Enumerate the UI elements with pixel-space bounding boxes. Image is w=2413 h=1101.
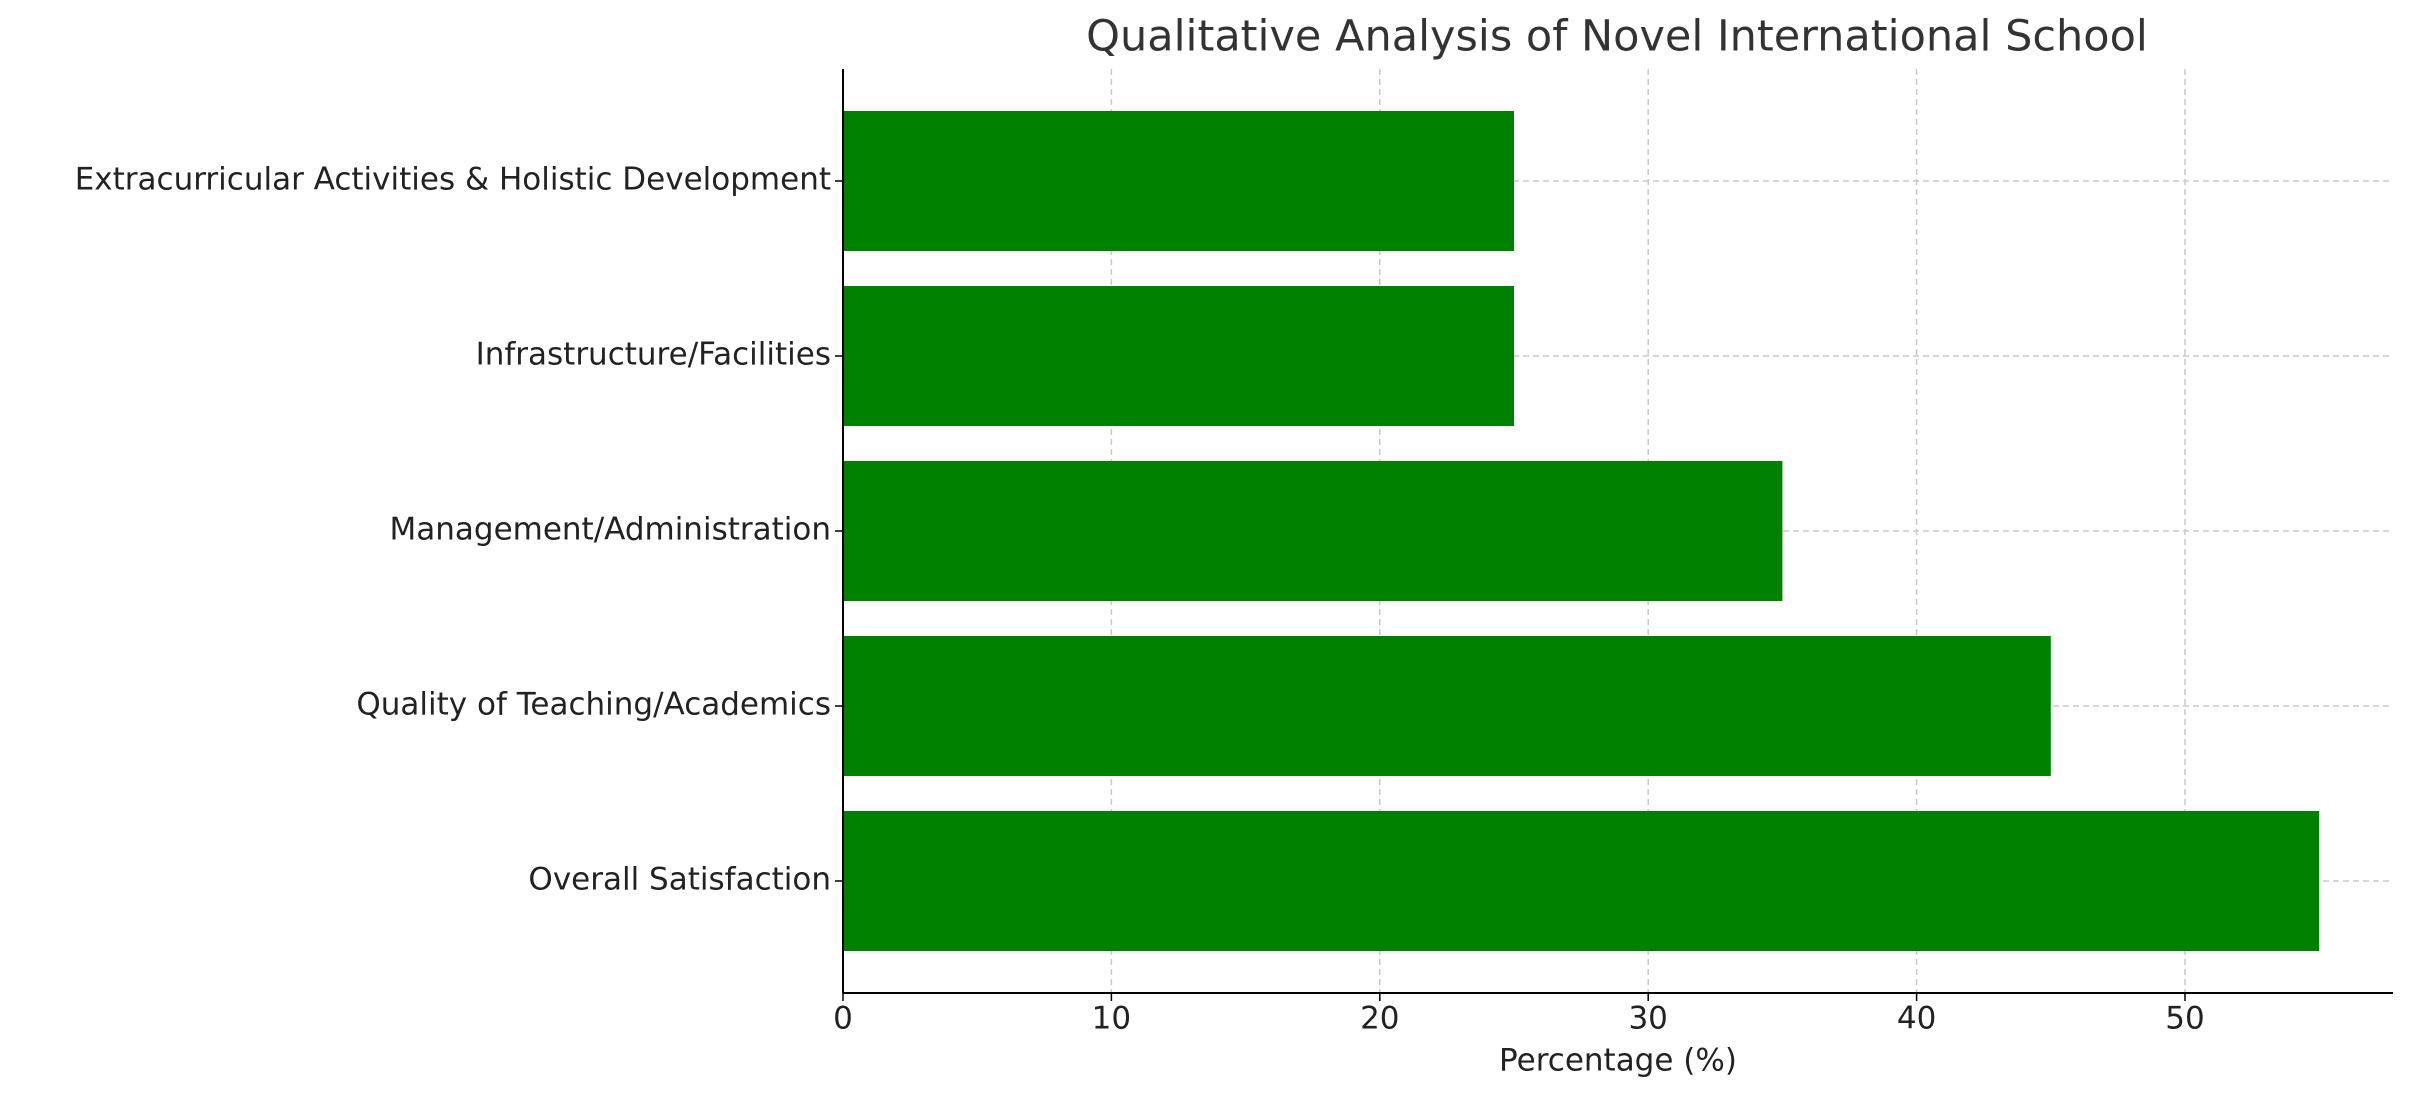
x-tick-label: 30 — [1628, 1001, 1667, 1037]
y-tick-label: Extracurricular Activities & Holistic De… — [75, 162, 831, 198]
y-tick-label: Quality of Teaching/Academics — [356, 687, 831, 723]
bar — [843, 461, 1783, 601]
bar — [843, 636, 2051, 776]
bar — [843, 286, 1514, 426]
y-tick-label: Infrastructure/Facilities — [476, 337, 831, 373]
x-tick-label: 40 — [1897, 1001, 1936, 1037]
y-tick-label: Overall Satisfaction — [528, 862, 831, 898]
y-tick-label: Management/Administration — [390, 512, 832, 548]
bar — [843, 111, 1514, 251]
x-tick-label: 10 — [1092, 1001, 1131, 1037]
x-tick-label: 0 — [833, 1001, 853, 1037]
chart-title: Qualitative Analysis of Novel Internatio… — [1086, 12, 2148, 62]
x-axis-label: Percentage (%) — [1499, 1043, 1737, 1079]
bar — [843, 811, 2320, 951]
x-tick-label: 50 — [2165, 1001, 2204, 1037]
x-tick-label: 20 — [1360, 1001, 1399, 1037]
